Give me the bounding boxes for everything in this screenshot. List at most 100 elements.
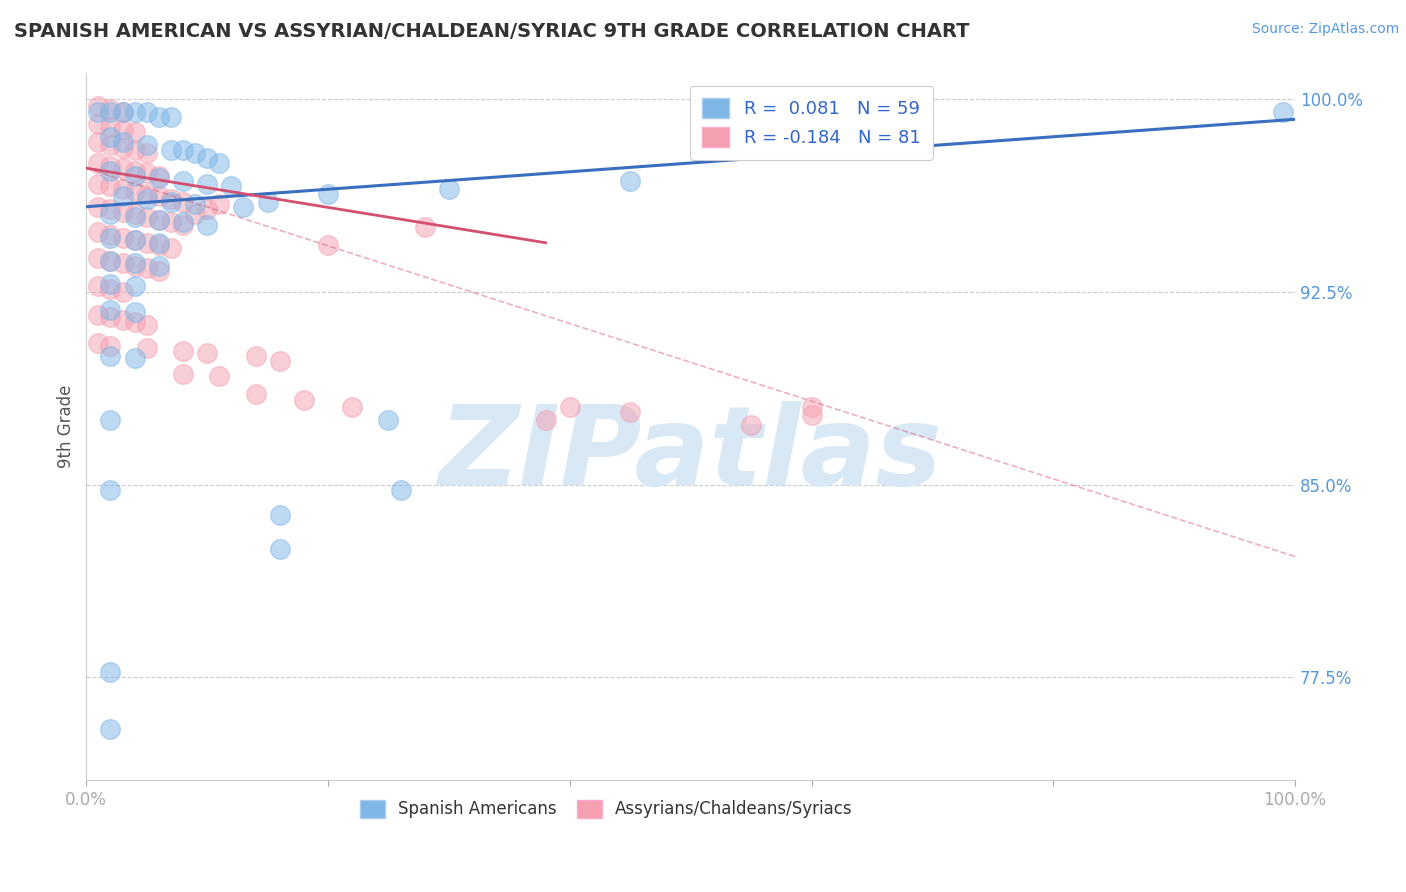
- Point: [111, 104, 134, 119]
- Point: [135, 138, 157, 153]
- Point: [184, 207, 207, 221]
- Point: [221, 179, 243, 194]
- Point: [269, 541, 291, 556]
- Point: [87, 104, 110, 119]
- Point: [87, 251, 110, 265]
- Point: [135, 318, 157, 332]
- Point: [124, 279, 146, 293]
- Point: [148, 171, 170, 186]
- Point: [100, 253, 122, 268]
- Point: [100, 413, 122, 427]
- Point: [172, 218, 194, 232]
- Point: [100, 104, 122, 119]
- Legend: Spanish Americans, Assyrians/Chaldeans/Syriacs: Spanish Americans, Assyrians/Chaldeans/S…: [353, 793, 859, 825]
- Text: ZIPatlas: ZIPatlas: [439, 401, 942, 508]
- Point: [87, 279, 110, 293]
- Point: [148, 189, 170, 203]
- Point: [100, 310, 122, 325]
- Point: [208, 369, 231, 384]
- Point: [195, 346, 218, 360]
- Point: [148, 169, 170, 183]
- Point: [316, 238, 339, 252]
- Point: [292, 392, 315, 407]
- Point: [100, 483, 122, 497]
- Point: [124, 163, 146, 178]
- Point: [148, 110, 170, 124]
- Point: [184, 145, 207, 160]
- Point: [195, 202, 218, 217]
- Point: [100, 253, 122, 268]
- Point: [245, 349, 267, 363]
- Point: [124, 351, 146, 366]
- Point: [111, 182, 134, 196]
- Point: [195, 151, 218, 165]
- Point: [124, 259, 146, 273]
- Point: [100, 179, 122, 194]
- Point: [269, 354, 291, 368]
- Point: [100, 120, 122, 134]
- Point: [172, 343, 194, 358]
- Point: [256, 194, 278, 209]
- Point: [160, 143, 183, 157]
- Point: [160, 194, 183, 209]
- Point: [87, 156, 110, 170]
- Point: [135, 210, 157, 224]
- Point: [148, 212, 170, 227]
- Point: [111, 161, 134, 176]
- Point: [172, 174, 194, 188]
- Point: [111, 205, 134, 219]
- Point: [195, 177, 218, 191]
- Point: [245, 387, 267, 401]
- Point: [800, 408, 823, 422]
- Point: [111, 256, 134, 270]
- Point: [208, 197, 231, 211]
- Point: [413, 220, 436, 235]
- Point: [148, 259, 170, 273]
- Point: [172, 194, 194, 209]
- Point: [100, 282, 122, 296]
- Point: [135, 341, 157, 355]
- Point: [437, 182, 460, 196]
- Point: [135, 235, 157, 250]
- Point: [135, 166, 157, 180]
- Point: [389, 483, 412, 497]
- Point: [124, 169, 146, 183]
- Point: [100, 202, 122, 217]
- Point: [100, 102, 122, 116]
- Point: [87, 177, 110, 191]
- Point: [124, 233, 146, 247]
- Point: [208, 156, 231, 170]
- Point: [87, 136, 110, 150]
- Point: [111, 140, 134, 154]
- Point: [172, 367, 194, 381]
- Point: [124, 210, 146, 224]
- Point: [100, 207, 122, 221]
- Point: [100, 277, 122, 291]
- Point: [100, 338, 122, 352]
- Point: [87, 200, 110, 214]
- Point: [100, 665, 122, 680]
- Point: [111, 136, 134, 150]
- Point: [172, 143, 194, 157]
- Point: [269, 508, 291, 523]
- Point: [111, 104, 134, 119]
- Point: [135, 186, 157, 201]
- Point: [135, 192, 157, 206]
- Point: [148, 238, 170, 252]
- Point: [111, 285, 134, 299]
- Point: [87, 117, 110, 131]
- Point: [619, 174, 641, 188]
- Point: [100, 230, 122, 244]
- Text: SPANISH AMERICAN VS ASSYRIAN/CHALDEAN/SYRIAC 9TH GRADE CORRELATION CHART: SPANISH AMERICAN VS ASSYRIAN/CHALDEAN/SY…: [14, 22, 970, 41]
- Point: [148, 264, 170, 278]
- Point: [124, 256, 146, 270]
- Point: [342, 401, 364, 415]
- Point: [160, 192, 183, 206]
- Point: [100, 159, 122, 173]
- Point: [619, 405, 641, 419]
- Point: [124, 233, 146, 247]
- Point: [124, 125, 146, 139]
- Point: [87, 226, 110, 240]
- Point: [87, 308, 110, 322]
- Point: [316, 186, 339, 201]
